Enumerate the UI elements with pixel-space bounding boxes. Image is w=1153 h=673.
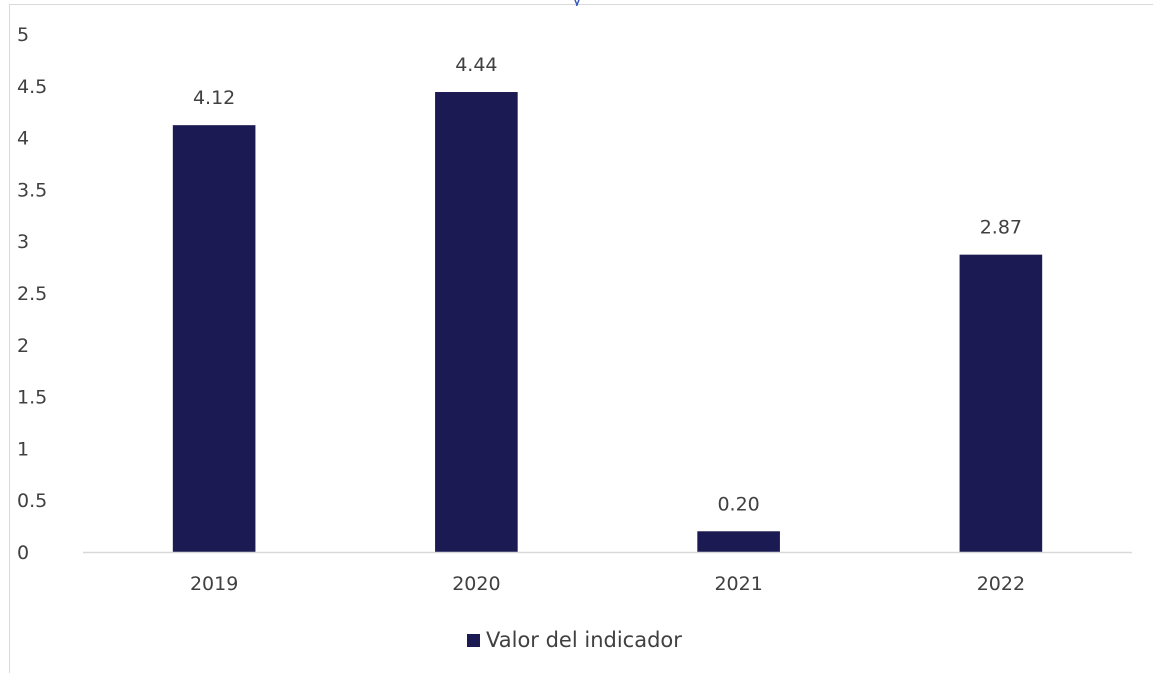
y-tick-label: 4.5	[17, 76, 47, 98]
bar-2020	[435, 92, 518, 553]
legend-label: Valor del indicador	[486, 628, 682, 652]
legend-swatch	[467, 633, 480, 647]
data-label-2022: 2.87	[980, 217, 1022, 239]
x-tick-label-2019: 2019	[190, 573, 238, 595]
y-tick-label: 3	[17, 231, 29, 253]
y-tick-label: 2.5	[17, 283, 47, 305]
data-label-2021: 0.20	[717, 493, 759, 515]
y-tick-label: 1.5	[17, 387, 47, 409]
bars	[172, 92, 1043, 553]
y-tick-label: 0.5	[17, 490, 47, 512]
x-tick-label-2022: 2022	[977, 573, 1025, 595]
y-tick-label: 5	[17, 24, 29, 46]
legend: Valor del indicador	[467, 626, 682, 654]
bar-2021	[697, 531, 780, 552]
x-tick-label-2021: 2021	[714, 573, 762, 595]
x-axis-ticks: 2019 2020 2021 2022	[190, 573, 1025, 595]
y-tick-label: 1	[17, 438, 29, 460]
data-label-2020: 4.44	[455, 54, 497, 76]
y-tick-label: 2	[17, 335, 29, 357]
y-axis-ticks: 0 0.5 1 1.5 2 2.5 3 3.5 4 4.5 5	[17, 24, 47, 564]
x-tick-label-2020: 2020	[452, 573, 500, 595]
y-tick-label: 4	[17, 128, 29, 150]
chart-title-fragment: y	[566, 0, 588, 6]
bar-2019	[172, 125, 256, 552]
chart-frame	[9, 4, 1153, 673]
y-tick-label: 0	[17, 542, 29, 564]
data-label-2019: 4.12	[193, 87, 235, 109]
data-labels: 4.12 4.44 0.20 2.87	[193, 54, 1022, 515]
bar-2022	[959, 254, 1043, 552]
y-tick-label: 3.5	[17, 179, 47, 201]
